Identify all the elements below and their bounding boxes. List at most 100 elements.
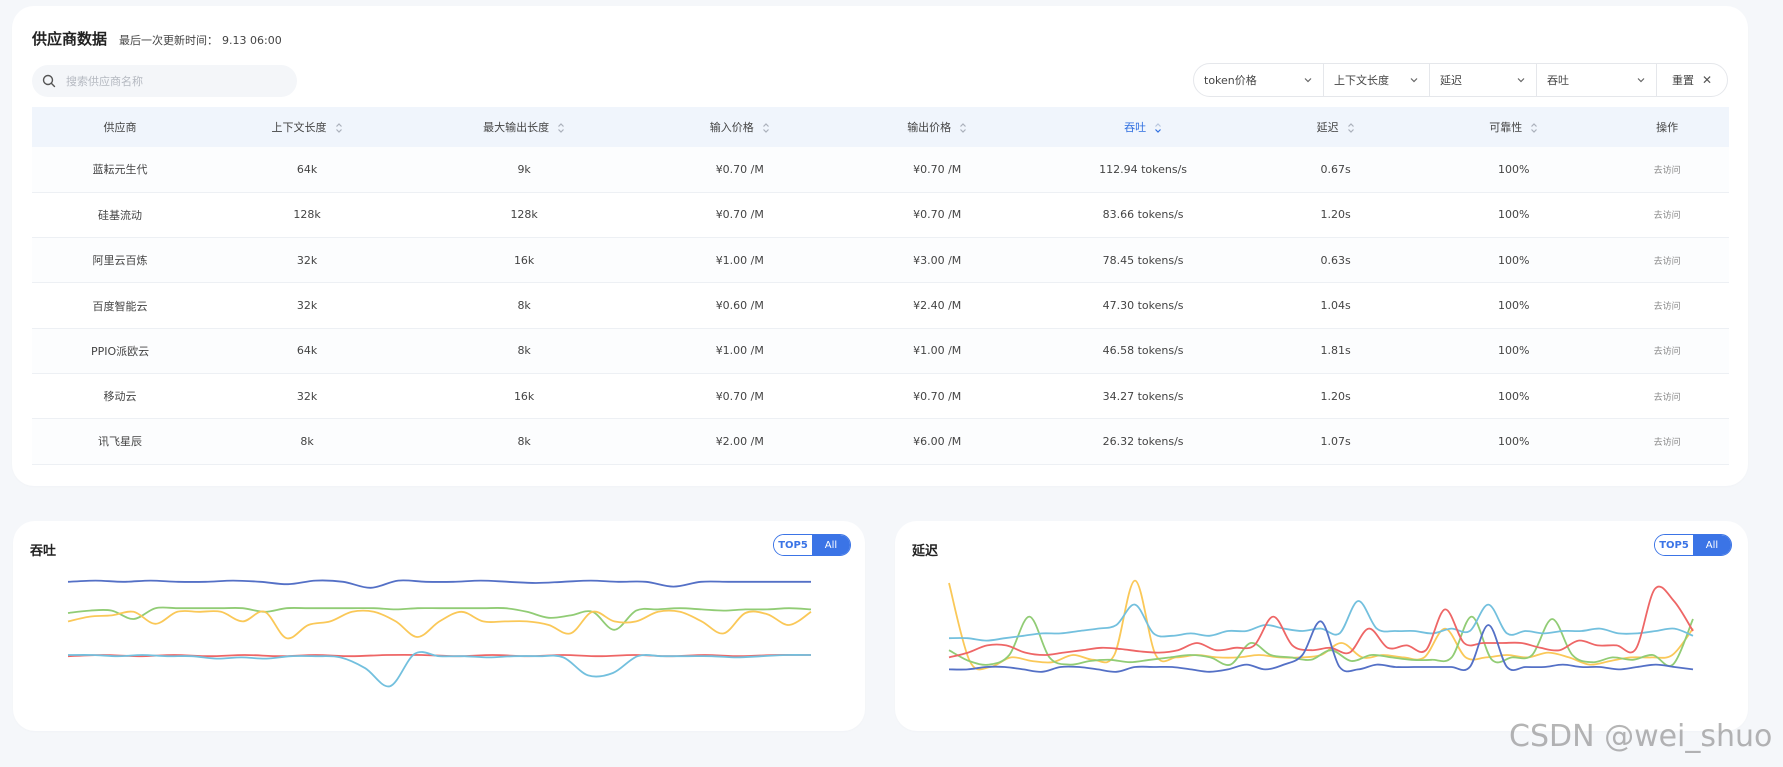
- column-header-label: 最大输出长度: [483, 121, 550, 134]
- column-header-label: 输入价格: [709, 121, 754, 134]
- table-cell: 移动云: [103, 390, 137, 404]
- table-row: 百度智能云 32k 8k ¥0.60 /M ¥2.40 /M 47.30 tokens/s…: [32, 282, 1729, 329]
- column-header-label: 操作: [1656, 121, 1679, 134]
- column-header-label: 输出价格: [907, 121, 952, 134]
- table-cell: ¥2.40 /M: [913, 299, 962, 313]
- table-cell: 硅基流动: [98, 208, 143, 222]
- latency-toggle[interactable]: TOP5 All: [1654, 534, 1732, 556]
- table-cell: 128k: [510, 208, 538, 222]
- table-row: 蓝耘元生代 64k 9k ¥0.70 /M ¥0.70 /M 112.94 tokens/…: [32, 147, 1729, 193]
- table-cell: 蓝耘元生代: [92, 163, 148, 177]
- chart-title-throughput: 吞吐: [30, 544, 57, 559]
- column-header-label: 供应商: [103, 121, 137, 134]
- table-cell: 1.20s: [1320, 389, 1351, 403]
- latency-line-chart: [948, 579, 1694, 673]
- column-header[interactable]: 上下文长度: [208, 107, 406, 147]
- chevron-down-icon: [1410, 78, 1418, 83]
- visit-link[interactable]: 去访问: [1653, 256, 1681, 267]
- table-cell: 16k: [513, 253, 535, 267]
- table-cell: 16k: [513, 389, 535, 403]
- column-header[interactable]: 最大输出长度: [406, 107, 642, 147]
- table-cell: 32k: [296, 253, 318, 267]
- table-cell: 1.07s: [1320, 434, 1351, 448]
- last-updated: 最后一次更新时间： 9.13 06:00: [119, 32, 282, 48]
- table-cell: 8k: [517, 344, 531, 358]
- sort-icon[interactable]: [335, 122, 343, 134]
- sort-icon[interactable]: [557, 122, 565, 134]
- reset-button[interactable]: 重置 ✕: [1657, 64, 1727, 96]
- table-row: PPIO派欧云 64k 8k ¥1.00 /M ¥1.00 /M 46.58 tokens…: [32, 328, 1729, 374]
- table-cell: ¥0.70 /M: [913, 389, 962, 403]
- table-cell: 100%: [1498, 162, 1530, 176]
- watermark: CSDN @wei_shuo: [1509, 719, 1773, 754]
- table-cell: 34.27 tokens/s: [1102, 389, 1184, 403]
- column-header[interactable]: 吞吐: [1037, 107, 1249, 147]
- filter-latency[interactable]: 延迟: [1430, 64, 1537, 96]
- table-cell: 阿里云百炼: [92, 254, 148, 268]
- table-cell: 100%: [1498, 434, 1530, 448]
- toggle-top5[interactable]: TOP5: [1655, 535, 1693, 555]
- last-updated-value: 9.13 06:00: [222, 34, 282, 47]
- table-cell: 78.45 tokens/s: [1102, 253, 1184, 267]
- series-line-2: [948, 600, 1694, 642]
- column-header-label: 延迟: [1316, 121, 1339, 134]
- filter-token-price[interactable]: token价格: [1194, 64, 1324, 96]
- table-cell: 64k: [296, 344, 318, 358]
- filter-context-length[interactable]: 上下文长度: [1324, 64, 1430, 96]
- table-cell: 1.04s: [1320, 299, 1351, 313]
- filter-throughput[interactable]: 吞吐: [1537, 64, 1657, 96]
- chevron-down-icon: [1517, 78, 1525, 83]
- series-line-3: [948, 585, 1694, 659]
- chart-title-latency: 延迟: [912, 544, 939, 559]
- toggle-top5[interactable]: TOP5: [774, 535, 812, 555]
- table-cell: ¥1.00 /M: [913, 344, 962, 358]
- visit-link[interactable]: 去访问: [1653, 437, 1681, 448]
- table-cell: 1.81s: [1320, 344, 1351, 358]
- visit-link[interactable]: 去访问: [1653, 302, 1681, 313]
- table-cell: 100%: [1498, 344, 1530, 358]
- search-input[interactable]: [64, 73, 268, 89]
- series-line-1: [67, 606, 812, 631]
- visit-link[interactable]: 去访问: [1653, 165, 1681, 176]
- column-header[interactable]: 可靠性: [1422, 107, 1605, 147]
- filter-bar: token价格 上下文长度 延迟 吞吐 重置 ✕: [1193, 63, 1728, 97]
- column-header[interactable]: 延迟: [1249, 107, 1422, 147]
- visit-link[interactable]: 去访问: [1653, 211, 1681, 222]
- sort-icon[interactable]: [1530, 122, 1538, 134]
- column-header: 供应商: [32, 107, 208, 147]
- title-row: 供应商数据 最后一次更新时间： 9.13 06:00: [32, 28, 282, 49]
- chevron-down-icon: [1304, 78, 1312, 83]
- table-cell: 47.30 tokens/s: [1102, 299, 1184, 313]
- toggle-all[interactable]: All: [812, 535, 850, 555]
- column-header[interactable]: 输出价格: [837, 107, 1037, 147]
- search-box[interactable]: [32, 65, 297, 97]
- search-icon: [42, 74, 56, 88]
- column-header-label: 上下文长度: [271, 121, 327, 134]
- sort-icon[interactable]: [959, 122, 967, 134]
- table-cell: ¥2.00 /M: [715, 434, 764, 448]
- table-cell: ¥1.00 /M: [715, 344, 764, 358]
- table-cell: 112.94 tokens/s: [1099, 162, 1188, 176]
- table-cell: 8k: [517, 434, 531, 448]
- table-cell: 8k: [300, 434, 314, 448]
- throughput-toggle[interactable]: TOP5 All: [773, 534, 851, 556]
- column-header-label: 可靠性: [1489, 121, 1523, 134]
- sort-icon[interactable]: [762, 122, 770, 134]
- filter-label: 吞吐: [1547, 74, 1569, 87]
- sort-icon[interactable]: [1154, 122, 1162, 134]
- table-cell: 1.20s: [1320, 208, 1351, 222]
- table-cell: 32k: [296, 389, 318, 403]
- filter-label: 上下文长度: [1334, 74, 1389, 87]
- visit-link[interactable]: 去访问: [1653, 392, 1681, 403]
- column-header[interactable]: 输入价格: [642, 107, 837, 147]
- table-cell: 128k: [293, 208, 321, 222]
- table-header-row: 供应商 上下文长度 最大输出长度 输入价格 输出价格 吞吐 延迟 可靠性 操作: [32, 107, 1729, 147]
- column-header-label: 吞吐: [1124, 121, 1147, 134]
- sort-icon[interactable]: [1347, 122, 1355, 134]
- close-icon: ✕: [1701, 73, 1713, 87]
- series-line-4: [948, 620, 1694, 673]
- visit-link[interactable]: 去访问: [1653, 347, 1681, 358]
- toggle-all[interactable]: All: [1693, 535, 1731, 555]
- last-updated-label: 最后一次更新时间：: [119, 34, 219, 47]
- table-cell: ¥6.00 /M: [913, 434, 962, 448]
